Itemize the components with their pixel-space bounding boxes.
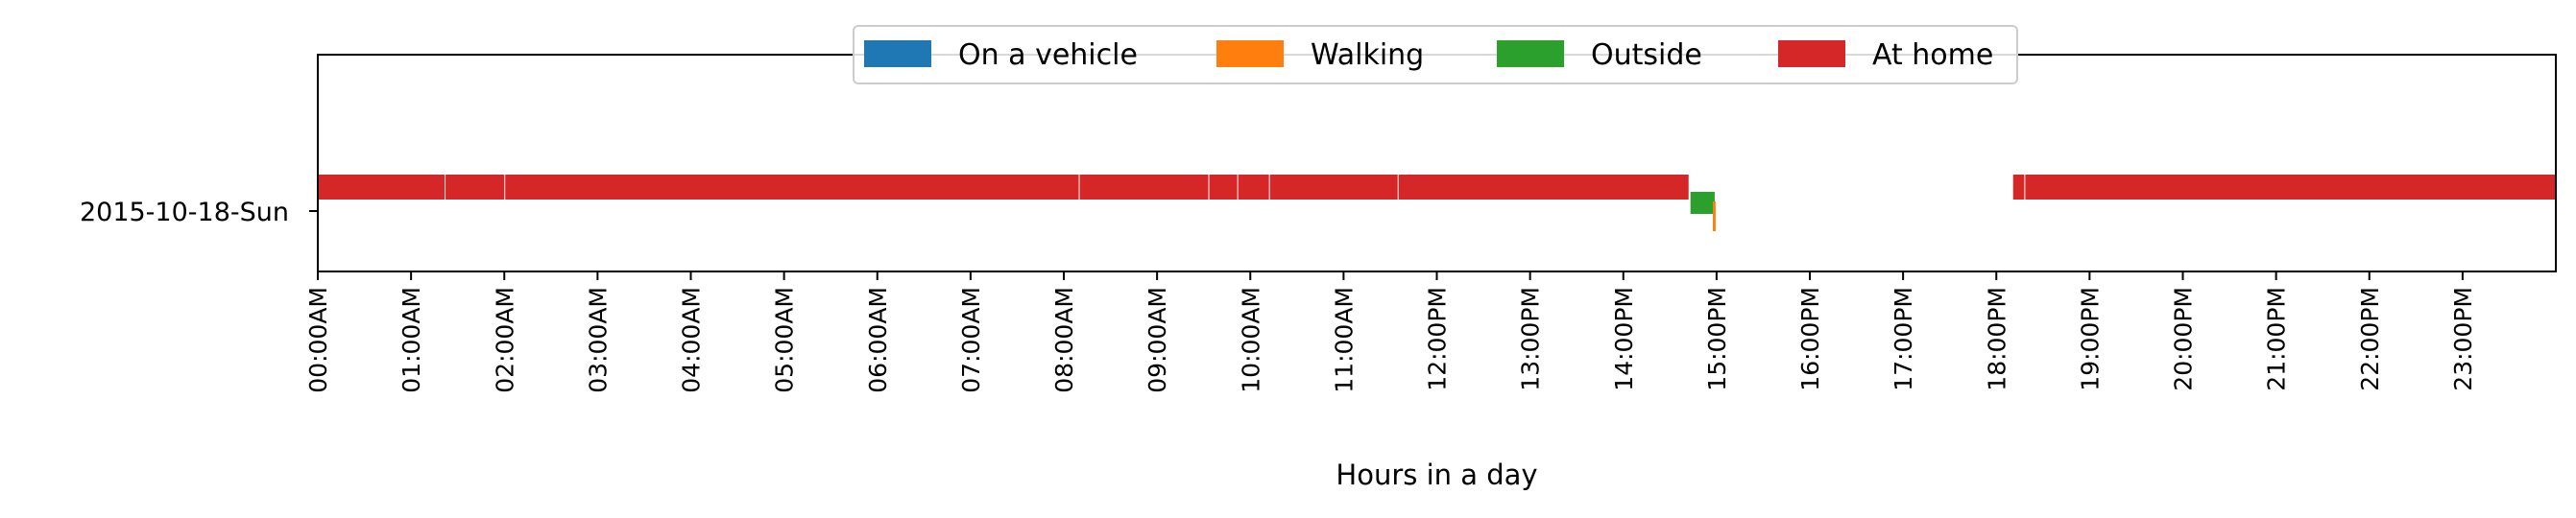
x-tick-label-18: 18:00PM (1983, 287, 2010, 391)
x-tick-label-9: 09:00AM (1144, 287, 1171, 393)
x-tick-label-12: 12:00PM (1424, 287, 1452, 391)
plot-frame (317, 54, 2557, 272)
bar-at-home-7 (1398, 175, 1689, 200)
legend-swatch-walking (1216, 40, 1284, 67)
bar-at-home-1 (445, 175, 505, 200)
legend-label-at-home: At home (1872, 38, 1993, 72)
x-tick-label-8: 08:00AM (1050, 287, 1078, 393)
x-tick-label-1: 01:00AM (397, 287, 425, 393)
x-tick-label-21: 21:00PM (2263, 287, 2291, 391)
x-tick-label-3: 03:00AM (584, 287, 612, 393)
bar-at-home-3 (1079, 175, 1209, 200)
x-tick-label-14: 14:00PM (1610, 287, 1638, 391)
y-tick-label-0: 2015-10-18-Sun (80, 198, 289, 227)
x-tick-label-17: 17:00PM (1890, 287, 1917, 391)
legend-label-outside: Outside (1591, 38, 1702, 72)
bar-at-home-4 (1209, 175, 1238, 200)
bar-at-home-5 (1238, 175, 1269, 200)
chart-marks (318, 175, 2556, 231)
legend-frame (853, 25, 2018, 84)
x-tick-label-4: 04:00AM (678, 287, 706, 393)
x-tick-label-10: 10:00AM (1237, 287, 1264, 393)
legend-swatch-at-home (1778, 40, 1845, 67)
x-tick-label-19: 19:00PM (2076, 287, 2104, 391)
x-tick-label-23: 23:00PM (2449, 287, 2477, 391)
bar-at-home-8 (2012, 175, 2025, 200)
bar-at-home-6 (1269, 175, 1398, 200)
x-tick-label-20: 20:00PM (2170, 287, 2198, 391)
bar-at-home-2 (505, 175, 1079, 200)
bar-walking-0 (1712, 201, 1716, 231)
legend: On a vehicle Walking Outside At home (853, 25, 2018, 84)
bar-at-home-0 (318, 175, 445, 200)
x-tick-label-16: 16:00PM (1796, 287, 1824, 391)
x-tick-label-22: 22:00PM (2356, 287, 2384, 391)
x-axis-ticks: 00:00AM 01:00AM 02:00AM 03:00AM 04:00AM 05:00… (304, 271, 2477, 393)
x-tick-label-11: 11:00AM (1330, 287, 1358, 393)
x-tick-label-2: 02:00AM (491, 287, 518, 393)
y-axis-ticks: 2015-10-18-Sun (80, 198, 318, 227)
legend-swatch-on-a-vehicle (864, 40, 931, 67)
x-tick-label-5: 05:00AM (771, 287, 799, 393)
x-tick-label-7: 07:00AM (957, 287, 985, 393)
x-tick-label-15: 15:00PM (1703, 287, 1731, 391)
legend-label-on-a-vehicle: On a vehicle (958, 38, 1138, 72)
x-axis-title: Hours in a day (1336, 459, 1537, 491)
bar-outside-0 (1690, 192, 1715, 214)
legend-swatch-outside (1497, 40, 1564, 67)
x-tick-label-6: 06:00AM (864, 287, 892, 393)
x-tick-label-13: 13:00PM (1517, 287, 1545, 391)
bar-at-home-9 (2025, 175, 2556, 200)
x-tick-label-0: 00:00AM (304, 287, 332, 393)
legend-label-walking: Walking (1311, 38, 1424, 72)
